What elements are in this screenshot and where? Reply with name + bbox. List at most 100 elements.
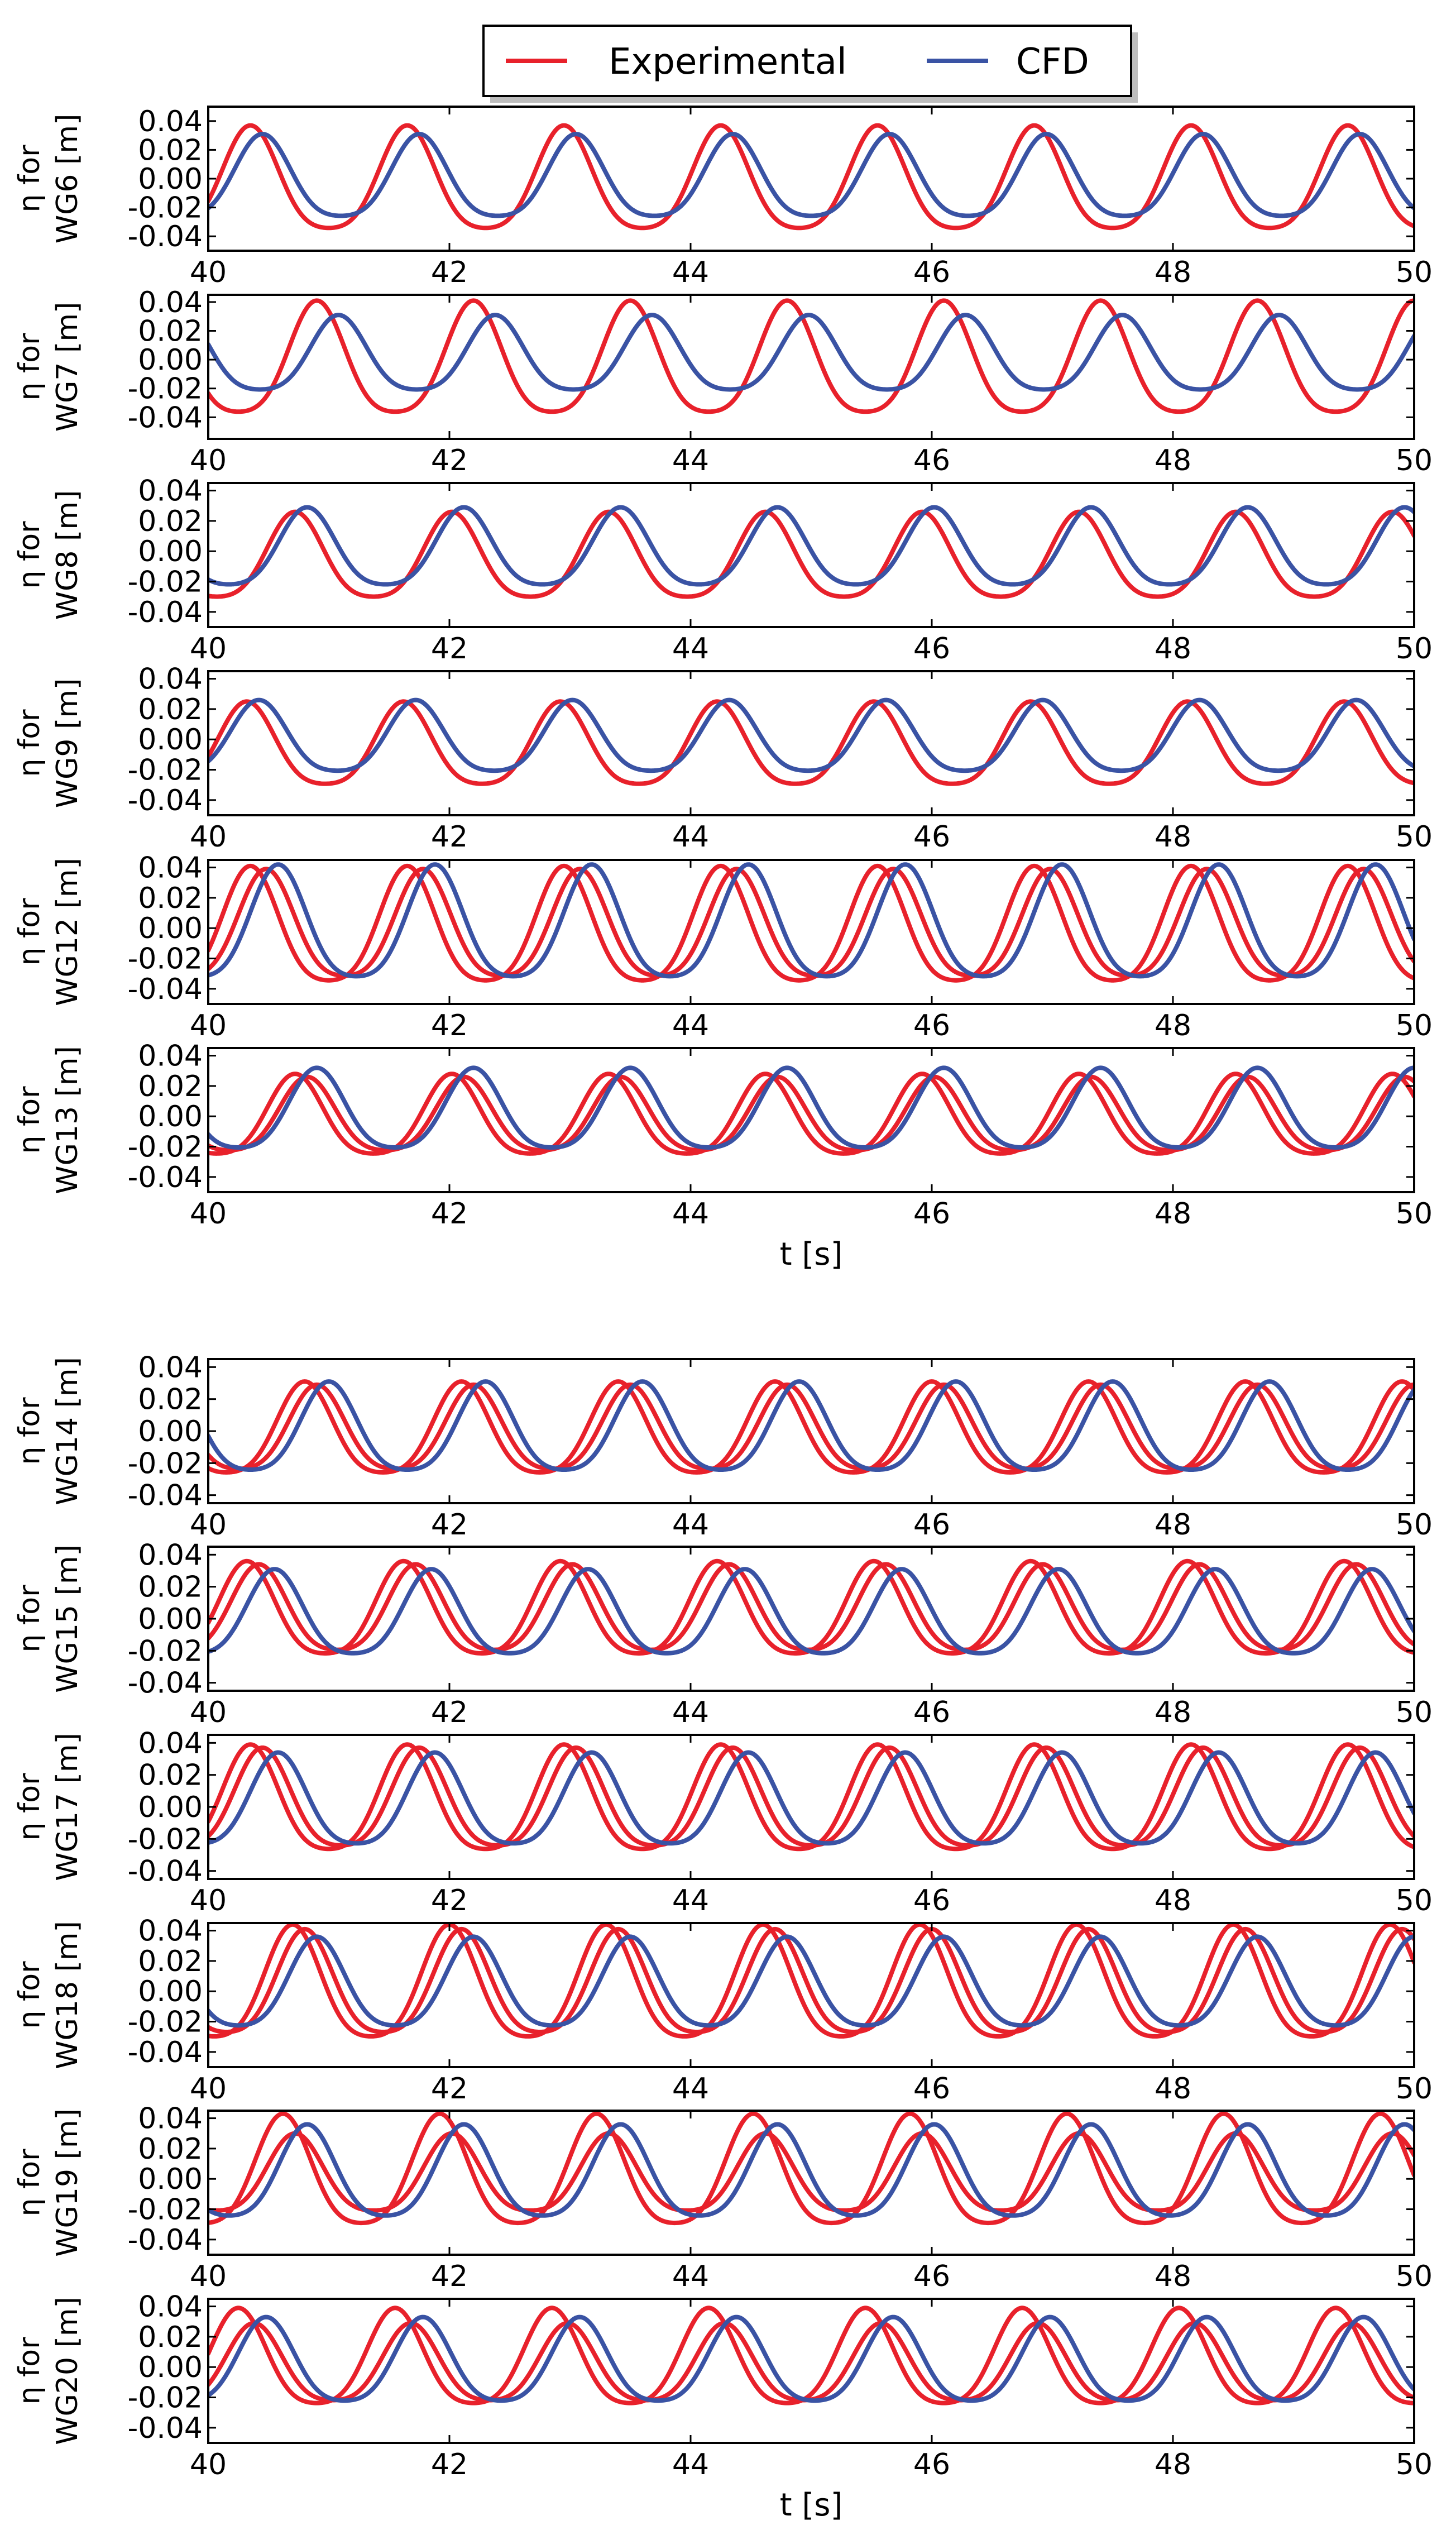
y-tick-label: -0.04 <box>127 596 203 629</box>
x-tick-label: 42 <box>431 2448 468 2481</box>
y-tick-label: -0.04 <box>127 2412 203 2445</box>
y-tick-label: 0.00 <box>138 535 203 568</box>
plot-area <box>208 1558 1414 1656</box>
x-tick-label: 46 <box>913 1884 950 1917</box>
legend-label-cfd: CFD <box>1016 41 1089 83</box>
y-tick-label: -0.02 <box>127 1634 203 1668</box>
plot-area <box>208 2111 1414 2226</box>
x-tick-label: 46 <box>913 1009 950 1042</box>
plot-area <box>208 298 1414 414</box>
series-line-cfd-run1 <box>208 1379 1414 1472</box>
x-tick-label: 46 <box>913 1508 950 1542</box>
y-axis-label-line2: WG13 [m] <box>51 1046 84 1194</box>
axes-frame <box>207 670 1415 816</box>
y-axis-label-line1: η for <box>13 2337 46 2405</box>
legend: Experimental CFD <box>482 25 1138 103</box>
series-line-experimental-run1 <box>208 863 1414 983</box>
y-tick-label: 0.00 <box>138 1100 203 1134</box>
series-line-experimental-run1 <box>208 123 1414 231</box>
panel-7: 40 42 44 46 48 50 0.040.020.00-0.02-0.04 η for W… <box>13 1351 1433 1542</box>
plot-area <box>208 1065 1414 1156</box>
y-tick-label: -0.04 <box>127 1855 203 1888</box>
y-tick-label: 0.00 <box>138 2163 203 2196</box>
y-tick-label: -0.04 <box>127 1161 203 1194</box>
y-tick-label: 0.00 <box>138 723 203 757</box>
y-tick-label: 0.02 <box>138 133 203 167</box>
x-tick-label: 42 <box>431 2260 468 2293</box>
y-tick-label: 0.00 <box>138 1791 203 1824</box>
x-tick-label: 50 <box>1396 2448 1433 2481</box>
y-tick-label: -0.02 <box>127 372 203 406</box>
y-tick-label: 0.02 <box>138 505 203 538</box>
x-tick-label: 44 <box>672 632 709 666</box>
x-tick-label: 42 <box>431 820 468 854</box>
series-line-experimental-run1 <box>208 2306 1414 2405</box>
y-tick-label: -0.04 <box>127 2223 203 2257</box>
x-tick-label: 40 <box>190 1884 227 1917</box>
x-tick-label: 40 <box>190 2260 227 2293</box>
axes-frame <box>207 859 1415 1005</box>
x-tick-label: 44 <box>672 444 709 477</box>
x-tick-label: 42 <box>431 2072 468 2106</box>
y-axis-label-line1: η for <box>13 145 46 213</box>
y-tick-label: -0.04 <box>127 1479 203 1513</box>
x-tick-label: 44 <box>672 256 709 289</box>
plot-area <box>208 505 1414 599</box>
plot-area <box>208 1742 1414 1852</box>
x-tick-label: 46 <box>913 2072 950 2106</box>
y-tick-label: 0.02 <box>138 315 203 348</box>
y-tick-label: 0.00 <box>138 1415 203 1448</box>
legend-label-experimental: Experimental <box>609 41 847 83</box>
y-axis-label-line2: WG8 [m] <box>51 490 84 620</box>
y-axis-label-line2: WG12 [m] <box>51 858 84 1006</box>
y-axis-label-line1: η for <box>13 521 46 589</box>
y-tick-label: 0.00 <box>138 912 203 945</box>
x-tick-label: 48 <box>1155 1197 1191 1231</box>
y-tick-label: -0.04 <box>127 784 203 817</box>
y-tick-label: -0.04 <box>127 2036 203 2069</box>
x-tick-label: 50 <box>1396 1696 1433 1729</box>
series-line-cfd-run1 <box>208 505 1414 587</box>
x-tick-label: 44 <box>672 1884 709 1917</box>
x-tick-label: 42 <box>431 1508 468 1542</box>
y-axis-label-line1: η for <box>13 898 46 966</box>
y-tick-label: 0.02 <box>138 1945 203 1978</box>
plot-area <box>208 2306 1414 2405</box>
x-tick-label: 42 <box>431 256 468 289</box>
x-tick-label: 40 <box>190 820 227 854</box>
x-tick-label: 50 <box>1396 256 1433 289</box>
y-axis-label-line2: WG9 [m] <box>51 678 84 809</box>
y-axis-label-line2: WG15 [m] <box>51 1544 84 1693</box>
x-tick-label: 50 <box>1396 1508 1433 1542</box>
panel-11: 40 42 44 46 48 50 0.040.020.00-0.02-0.04 η for W… <box>13 2102 1433 2293</box>
x-tick-label: 42 <box>431 632 468 666</box>
x-tick-label: 48 <box>1155 444 1191 477</box>
y-tick-label: 0.02 <box>138 1383 203 1417</box>
x-axis-label: t [s] <box>780 1236 843 1273</box>
y-tick-label: 0.02 <box>138 2132 203 2166</box>
series-line-experimental-run2 <box>208 1382 1414 1471</box>
x-tick-label: 40 <box>190 1009 227 1042</box>
x-axis-label: t [s] <box>780 2487 843 2523</box>
y-tick-label: 0.04 <box>138 475 203 508</box>
series-line-experimental-run1 <box>208 1558 1414 1656</box>
axes-frame <box>207 482 1415 628</box>
y-tick-label: 0.02 <box>138 1571 203 1604</box>
x-tick-label: 50 <box>1396 820 1433 854</box>
x-tick-label: 50 <box>1396 1009 1433 1042</box>
x-tick-label: 46 <box>913 2448 950 2481</box>
x-tick-label: 42 <box>431 1009 468 1042</box>
x-tick-label: 46 <box>913 1696 950 1729</box>
y-axis-label-line1: η for <box>13 333 46 401</box>
panel-6: 40 42 44 46 48 50 0.040.020.00-0.02-0.04 η for W… <box>13 1040 1433 1273</box>
axes-frame <box>207 294 1415 440</box>
series-line-cfd-run1 <box>208 2314 1414 2403</box>
x-tick-label: 40 <box>190 632 227 666</box>
panel-12: 40 42 44 46 48 50 0.040.020.00-0.02-0.04 η for W… <box>13 2290 1433 2523</box>
axes-frame <box>207 2110 1415 2256</box>
y-tick-label: -0.02 <box>127 2193 203 2227</box>
y-tick-label: -0.02 <box>127 1823 203 1856</box>
panel-5: 40 42 44 46 48 50 0.040.020.00-0.02-0.04 η for W… <box>13 852 1433 1042</box>
y-tick-label: -0.04 <box>127 973 203 1006</box>
